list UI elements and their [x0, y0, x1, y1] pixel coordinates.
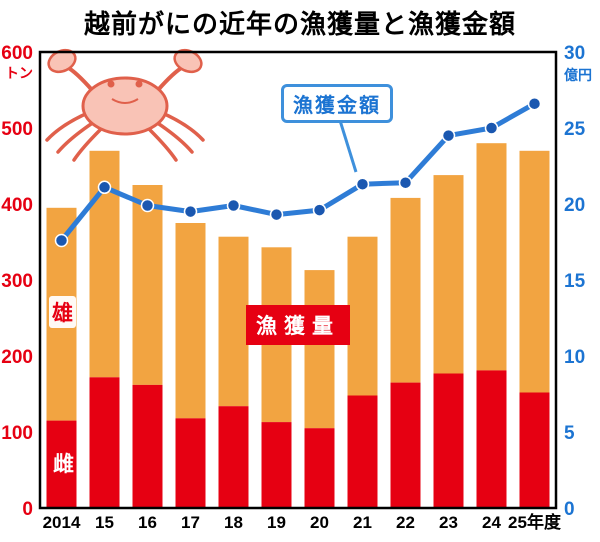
male-bar-label: 雄 [49, 296, 76, 328]
catch-value-leader-line [336, 113, 358, 173]
line-point-18 [226, 198, 241, 213]
x-axis-label-21: 21 [353, 513, 372, 532]
x-axis-label-25年度: 25年度 [508, 512, 562, 532]
crab-body [81, 76, 169, 136]
bar-male-21 [347, 236, 378, 396]
bar-male-18 [218, 236, 249, 407]
crab-left-eye [107, 80, 115, 88]
x-axis-label-23: 23 [439, 513, 458, 532]
left-axis-unit: トン [5, 65, 33, 81]
left-axis-tick-300: 300 [1, 271, 33, 292]
line-point-16 [140, 198, 155, 213]
line-point-17 [183, 204, 198, 219]
catch-value-callout: 漁獲金額 [281, 84, 393, 123]
bar-female-25年度 [519, 392, 550, 508]
bar-female-18 [218, 406, 249, 508]
line-point-24 [484, 121, 499, 135]
crab-mouth [111, 98, 139, 104]
left-axis-tick-600: 600 [1, 43, 33, 64]
crab-leg-1 [45, 110, 92, 142]
bar-male-24 [476, 143, 507, 371]
line-point-20 [312, 203, 327, 217]
right-axis-tick-25: 25 [564, 119, 586, 140]
catch-value-line [59, 101, 537, 243]
bar-male-16 [132, 185, 163, 385]
x-axis-label-16: 16 [138, 513, 157, 532]
chart-title: 越前がにの近年の漁獲量と漁獲金額 [83, 9, 516, 39]
bar-female-2014 [46, 420, 77, 508]
crab-leg-2 [56, 120, 96, 154]
x-axis-label-19: 19 [267, 513, 286, 532]
line-point-19 [269, 207, 284, 222]
left-axis-tick-200: 200 [1, 347, 33, 368]
left-axis-tick-100: 100 [1, 423, 33, 444]
bar-female-23 [433, 373, 464, 508]
crab-right-arm [156, 65, 185, 92]
plot-frame [38, 50, 558, 510]
crab-leg-3 [72, 128, 102, 162]
bar-female-22 [390, 382, 421, 508]
line-point-25年度 [527, 96, 542, 111]
bar-male-22 [390, 197, 421, 383]
crab-right-eye [135, 80, 143, 88]
right-axis-tick-5: 5 [564, 423, 575, 444]
bar-female-21 [347, 395, 378, 508]
crab-leg-5 [154, 120, 194, 154]
bar-female-17 [175, 418, 206, 508]
bar-male-25年度 [519, 150, 550, 393]
line-point-21 [355, 177, 370, 191]
left-axis-tick-0: 0 [22, 499, 33, 520]
right-axis-tick-20: 20 [564, 195, 585, 216]
left-axis-tick-500: 500 [1, 119, 33, 140]
x-axis-label-18: 18 [224, 513, 243, 532]
right-axis-tick-0: 0 [564, 499, 575, 520]
catch-volume-label: 漁獲量 [246, 305, 350, 345]
x-axis-label-2014: 2014 [43, 513, 81, 532]
right-axis-tick-10: 10 [564, 347, 585, 368]
x-axis-label-15: 15 [95, 513, 114, 532]
bar-male-23 [433, 175, 464, 374]
left-axis-tick-400: 400 [1, 195, 33, 216]
right-axis-tick-30: 30 [564, 43, 585, 64]
line-point-23 [441, 128, 456, 143]
x-axis-label-24: 24 [482, 513, 501, 532]
bar-male-17 [175, 223, 206, 419]
bar-female-19 [261, 422, 292, 508]
bar-female-15 [89, 377, 120, 508]
crab-leg-6 [148, 128, 178, 162]
right-axis-tick-15: 15 [564, 271, 586, 292]
x-axis-label-17: 17 [181, 513, 200, 532]
x-axis-label-22: 22 [396, 513, 415, 532]
line-point-15 [97, 180, 112, 195]
line-point-2014 [54, 233, 69, 248]
female-bar-label: 雌 [53, 453, 74, 476]
crab-left-arm [65, 65, 94, 92]
bar-female-16 [132, 384, 163, 508]
bar-female-24 [476, 370, 507, 508]
line-point-22 [398, 175, 413, 190]
bar-female-20 [304, 428, 335, 508]
crab-leg-4 [158, 110, 205, 142]
x-axis-label-20: 20 [310, 513, 329, 532]
bar-male-20 [304, 270, 335, 429]
right-axis-unit: 億円 [564, 67, 592, 83]
